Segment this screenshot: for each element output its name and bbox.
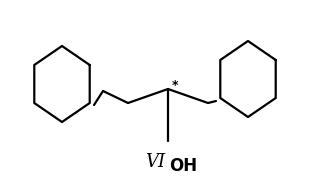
Text: *: * bbox=[172, 79, 178, 93]
Text: OH: OH bbox=[169, 157, 197, 175]
Text: VI: VI bbox=[145, 153, 165, 171]
